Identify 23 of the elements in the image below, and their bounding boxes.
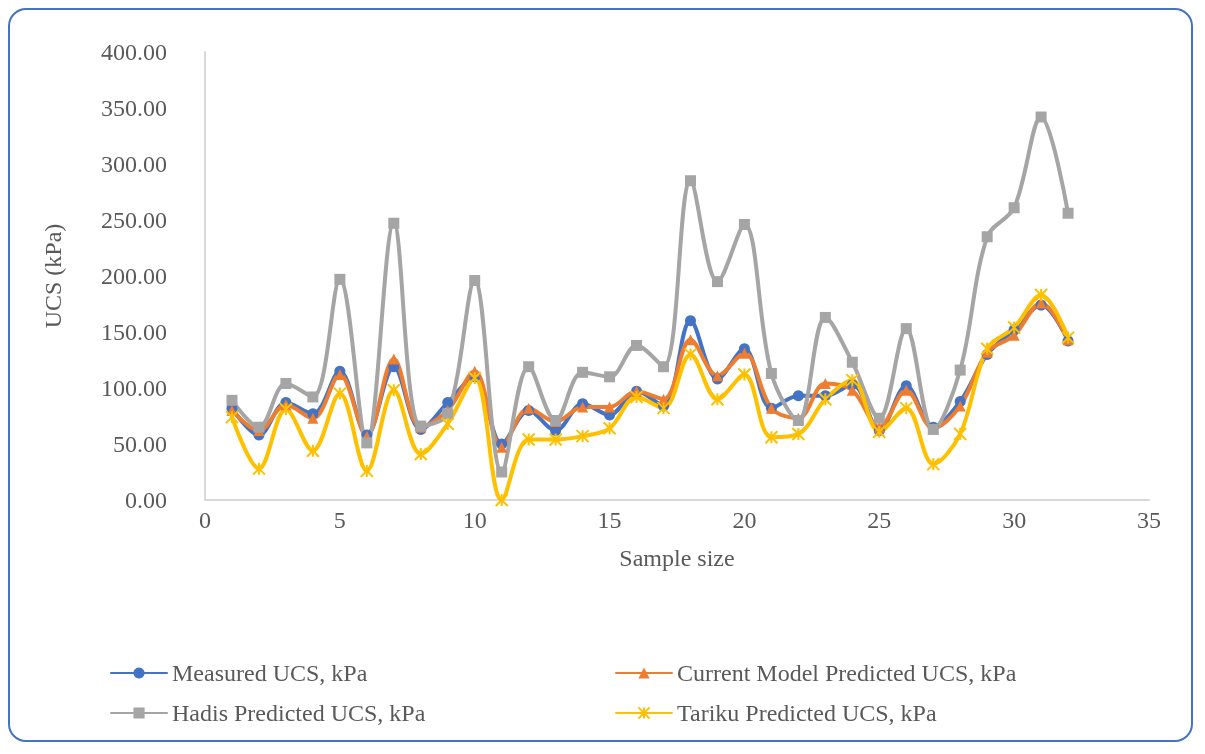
y-tick-label: 350.00 <box>101 95 167 121</box>
legend-label: Current Model Predicted UCS, kPa <box>677 660 1017 686</box>
y-tick-label: 50.00 <box>113 431 167 457</box>
y-tick-label: 200.00 <box>101 263 167 289</box>
x-tick-label: 20 <box>732 507 757 533</box>
legend-label: Measured UCS, kPa <box>172 660 368 686</box>
y-tick-label: 400.00 <box>101 39 167 65</box>
x-tick-label: 25 <box>867 507 892 533</box>
x-tick-label: 30 <box>1002 507 1027 533</box>
x-tick-label: 35 <box>1137 507 1161 533</box>
y-axis-title: UCS (kPa) <box>40 223 66 329</box>
y-tick-label: 100.00 <box>101 375 167 401</box>
legend-label: Tariku Predicted UCS, kPa <box>677 700 937 726</box>
y-tick-label: 150.00 <box>101 319 167 345</box>
y-tick-label: 300.00 <box>101 151 167 177</box>
legend-label: Hadis Predicted UCS, kPa <box>172 700 426 726</box>
y-tick-label: 0.00 <box>125 487 167 513</box>
x-tick-label: 15 <box>597 507 622 533</box>
x-axis-title: Sample size <box>619 545 735 571</box>
x-tick-label: 10 <box>462 507 487 533</box>
y-tick-label: 250.00 <box>101 207 167 233</box>
x-tick-label: 0 <box>199 507 211 533</box>
x-tick-label: 5 <box>333 507 346 533</box>
